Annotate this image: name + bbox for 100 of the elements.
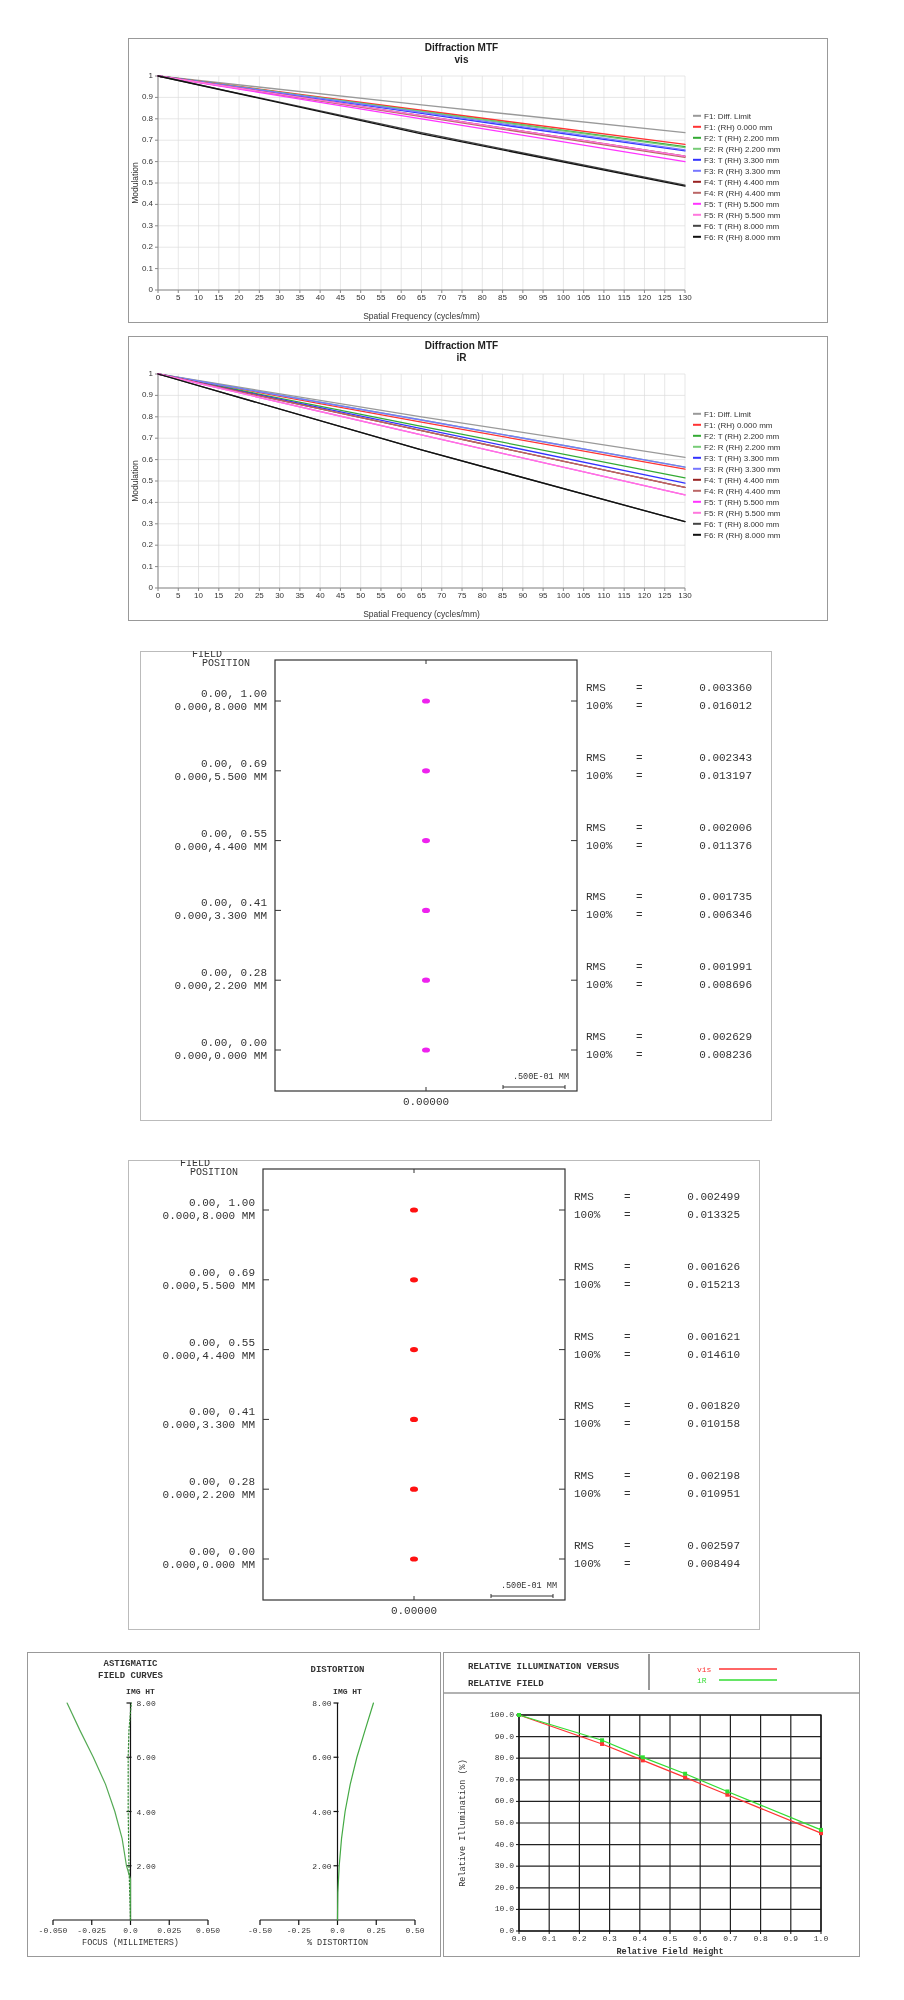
y-axis-title: Modulation xyxy=(130,161,140,204)
x-tick-label: 40 xyxy=(315,591,326,600)
text: RMS = 0.002499 xyxy=(574,1191,740,1203)
x-tick-label: 15 xyxy=(214,591,224,600)
y-tick-label: 0 xyxy=(148,583,154,592)
y-tick-label: 0.9 xyxy=(141,92,154,102)
x-tick-label: 0.0 xyxy=(511,1934,527,1943)
x-tick-label: 50 xyxy=(356,591,366,600)
chart-title: Diffraction MTF xyxy=(424,340,499,351)
text: RMS = 0.001991 xyxy=(586,961,752,974)
x-tick-label: 80 xyxy=(477,591,488,600)
x-tick-label: 0.050 xyxy=(195,1926,221,1935)
x-tick-label: 100 xyxy=(556,293,571,302)
x-tick-label: 25 xyxy=(254,591,265,600)
y-tick-label: 2.00 xyxy=(136,1861,156,1871)
category-label: 0.00, 1.00 0.000,8.000 MM xyxy=(162,1197,255,1222)
y-tick-label: 0 xyxy=(148,285,154,294)
x-tick-label: 0.4 xyxy=(632,1934,648,1943)
x-tick-label: 130 xyxy=(678,591,693,600)
x-tick-label: 50 xyxy=(356,293,366,302)
legend-label: F6: T (RH) 8.000 mm xyxy=(704,221,780,231)
text: .500E-01 MM xyxy=(512,1072,569,1082)
text: 100% = 0.014610 xyxy=(574,1348,740,1361)
x-tick-label: 105 xyxy=(576,591,591,600)
legend-label: F5: R (RH) 5.500 mm xyxy=(704,508,781,518)
y-tick-label: 0.5 xyxy=(141,476,154,485)
x-tick-label: 5 xyxy=(176,591,182,600)
text: 100% = 0.013325 xyxy=(574,1209,740,1221)
text: RMS = 0.002597 xyxy=(574,1540,740,1552)
x-tick-label: 35 xyxy=(295,591,305,600)
x-tick-label: 70 xyxy=(437,591,447,600)
legend-label: F6: R (RH) 8.000 mm xyxy=(704,530,781,540)
category-label: 0.00, 0.28 0.000,2.200 MM xyxy=(162,1476,255,1502)
x-axis-title: % DISTORTION xyxy=(306,1938,369,1948)
legend-label: F6: R (RH) 8.000 mm xyxy=(704,232,781,242)
x-tick-label: 130 xyxy=(678,293,693,302)
x-tick-label: 0.1 xyxy=(542,1934,557,1943)
y-tick-label: 0.1 xyxy=(141,561,154,571)
x-tick-label: -0.025 xyxy=(77,1926,107,1935)
x-tick-label: 95 xyxy=(538,591,549,600)
x-tick-label: 0.3 xyxy=(602,1934,617,1943)
category-label: 0.00, 0.69 0.000,5.500 MM xyxy=(162,1266,255,1292)
x-tick-label: 110 xyxy=(597,293,611,302)
legend-label: F4: R (RH) 4.400 mm xyxy=(704,486,781,496)
text: 100% = 0.008494 xyxy=(574,1558,740,1570)
y-tick-label: 0.4 xyxy=(141,497,154,507)
y-tick-label: 8.00 xyxy=(136,1699,156,1708)
y-tick-label: 30.0 xyxy=(494,1861,515,1871)
legend-label: F1: (RH) 0.000 mm xyxy=(704,420,773,430)
legend-label: F3: T (RH) 3.300 mm xyxy=(704,453,780,463)
legend-label: F2: T (RH) 2.200 mm xyxy=(704,133,780,143)
x-tick-label: 10 xyxy=(194,591,204,600)
x-tick-label: -0.50 xyxy=(247,1926,273,1935)
x-axis-title: Relative Field Height xyxy=(616,1947,724,1957)
x-tick-label: 40 xyxy=(315,293,326,302)
legend-label: F2: T (RH) 2.200 mm xyxy=(704,431,780,441)
y-tick-label: 0.3 xyxy=(141,518,154,528)
text: RMS = 0.002198 xyxy=(574,1470,740,1483)
category-label: 0.00, 0.41 0.000,3.300 MM xyxy=(162,1406,256,1432)
x-tick-label: 75 xyxy=(457,293,468,302)
x-tick-label: 75 xyxy=(457,591,468,600)
category-label: 0.00, 1.00 0.000,8.000 MM xyxy=(174,688,267,713)
text: RMS = 0.001621 xyxy=(574,1330,740,1343)
x-tick-label: 0.50 xyxy=(405,1926,425,1935)
chart-title: DISTORTION xyxy=(310,1665,365,1675)
text: FIELD POSITION xyxy=(180,1158,239,1178)
text: 100% = 0.015213 xyxy=(574,1278,740,1291)
text: RMS = 0.002343 xyxy=(586,751,752,764)
y-tick-label: 0.8 xyxy=(141,113,154,123)
x-tick-label: 65 xyxy=(417,293,427,302)
x-tick-label: 35 xyxy=(295,293,305,302)
x-axis-title: Spatial Frequency (cycles/mm) xyxy=(363,311,481,321)
x-tick-label: 60 xyxy=(396,293,407,302)
x-tick-label: 30 xyxy=(275,591,285,600)
y-tick-label: 0.8 xyxy=(141,411,154,421)
y-axis-title: Modulation xyxy=(130,459,140,502)
legend-label: F3: R (RH) 3.300 mm xyxy=(704,166,781,176)
y-tick-label: 50.0 xyxy=(494,1818,515,1827)
x-tick-label: 0.2 xyxy=(572,1934,587,1943)
y-tick-label: 80.0 xyxy=(494,1753,515,1763)
text: 0.00000 xyxy=(390,1605,438,1617)
chart-title: Diffraction MTF xyxy=(424,42,499,53)
x-tick-label: 30 xyxy=(275,293,285,302)
category-label: 0.00, 0.41 0.000,3.300 MM xyxy=(174,897,268,923)
category-label: 0.00, 0.55 0.000,4.400 MM xyxy=(174,827,267,853)
text: FIELD POSITION xyxy=(192,649,251,669)
x-tick-label: 5 xyxy=(176,293,182,302)
chart-subtitle: iR xyxy=(456,352,468,363)
x-tick-label: 125 xyxy=(658,591,672,600)
x-axis-title: FOCUS (MILLIMETERS) xyxy=(82,1938,179,1948)
x-tick-label: 120 xyxy=(637,293,652,302)
y-tick-label: 40.0 xyxy=(494,1839,515,1849)
y-tick-label: 0.1 xyxy=(141,263,154,273)
legend-label: F6: T (RH) 8.000 mm xyxy=(704,519,780,529)
text: RMS = 0.002006 xyxy=(586,821,752,834)
legend-label: F3: T (RH) 3.300 mm xyxy=(704,155,780,165)
y-tick-label: 0.3 xyxy=(141,220,154,230)
legend-label: F4: R (RH) 4.400 mm xyxy=(704,188,781,198)
text: 100% = 0.011376 xyxy=(586,839,752,852)
x-tick-label: 15 xyxy=(214,293,224,302)
